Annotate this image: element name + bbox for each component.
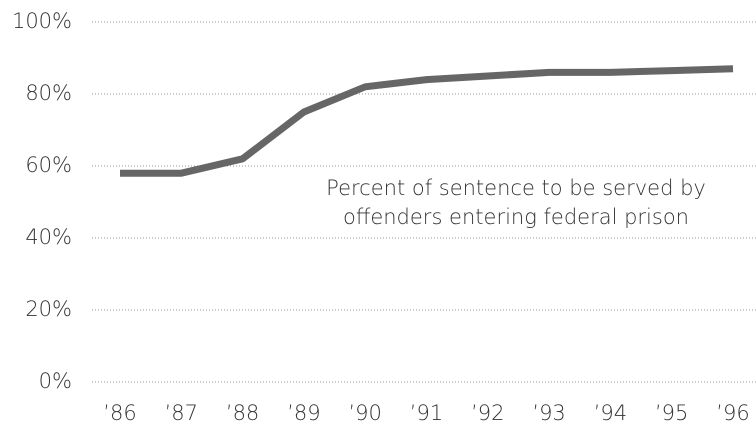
line [120,65,734,177]
x-tick-label: ’95 [655,401,688,425]
x-tick-label: ’91 [410,401,443,425]
y-tick-label: 0% [39,369,72,393]
y-tick-label: 100% [12,9,72,33]
annotation: Percent of sentence to be served by [326,176,706,200]
x-tick-label: ’94 [594,401,627,425]
x-tick-label: ’92 [471,401,504,425]
y-tick-label: 20% [25,297,72,321]
x-tick-label: ’87 [165,401,198,425]
x-tick-label: ’93 [532,401,565,425]
y-tick-label: 80% [25,81,72,105]
annotation: offenders entering federal prison [343,205,689,229]
y-tick-label: 40% [25,225,72,249]
x-tick-label: ’88 [226,401,259,425]
x-tick-label: ’90 [348,401,381,425]
x-tick-label: ’89 [287,401,320,425]
x-tick-label: ’96 [716,401,749,425]
y-tick-label: 60% [25,153,72,177]
x-tick-label: ’86 [103,401,136,425]
